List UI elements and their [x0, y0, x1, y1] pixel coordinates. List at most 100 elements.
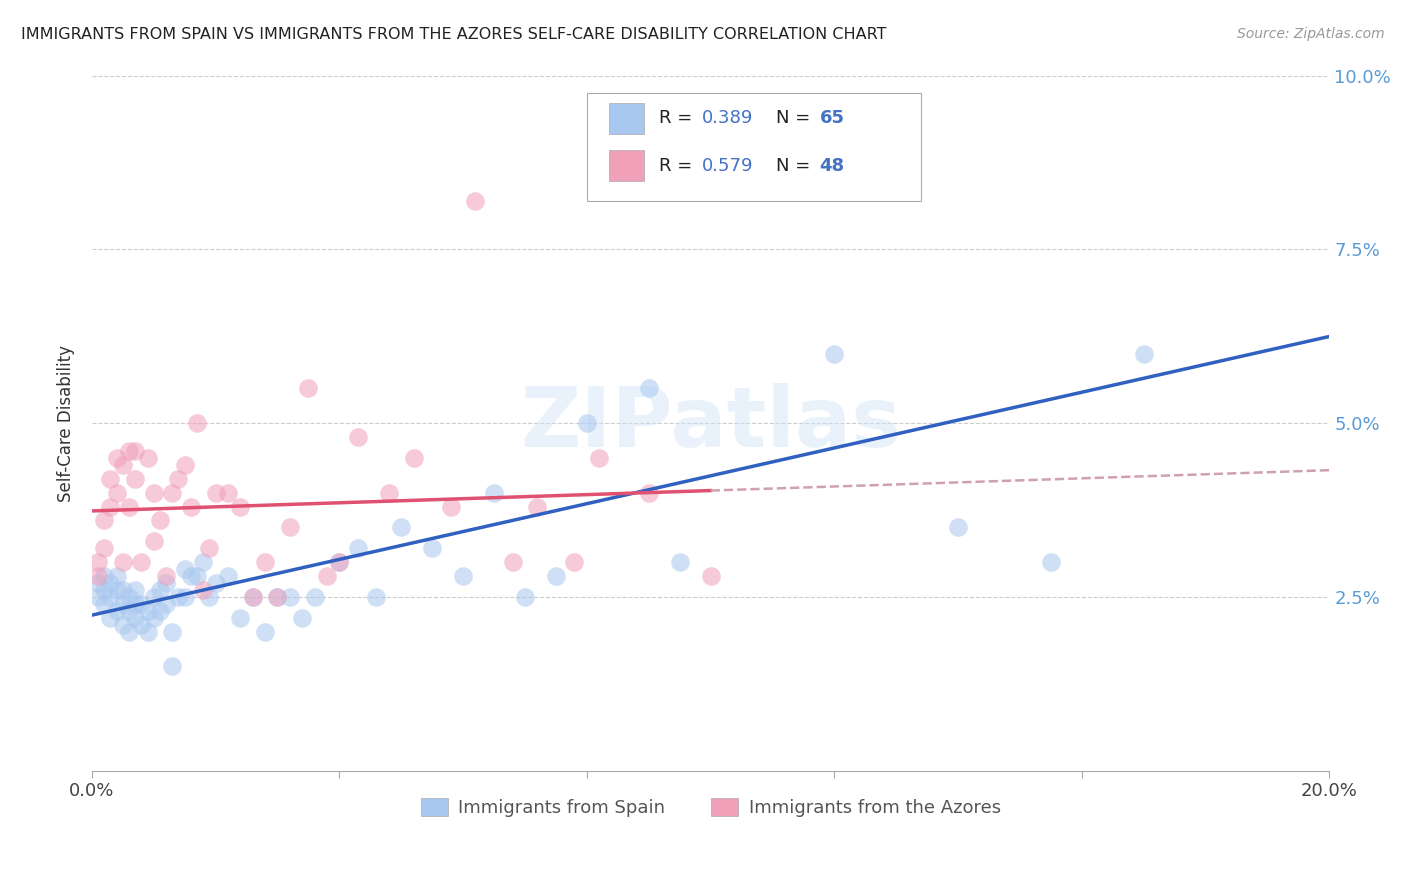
Point — [131, 555, 153, 569]
Point — [526, 500, 548, 514]
Point — [564, 555, 586, 569]
Point — [93, 582, 115, 597]
Text: IMMIGRANTS FROM SPAIN VS IMMIGRANTS FROM THE AZORES SELF-CARE DISABILITY CORRELA: IMMIGRANTS FROM SPAIN VS IMMIGRANTS FROM… — [21, 27, 887, 42]
FancyBboxPatch shape — [609, 150, 644, 181]
Point — [440, 500, 463, 514]
Text: ZIPatlas: ZIPatlas — [520, 383, 901, 464]
Point — [124, 444, 146, 458]
Point — [124, 597, 146, 611]
FancyBboxPatch shape — [586, 93, 921, 201]
Point — [637, 485, 659, 500]
Point — [266, 590, 288, 604]
Point — [162, 659, 184, 673]
Point — [204, 576, 226, 591]
Point — [180, 500, 202, 514]
Point — [328, 555, 350, 569]
Point — [136, 604, 159, 618]
Point — [105, 582, 128, 597]
Point — [217, 569, 239, 583]
Text: N =: N = — [776, 157, 817, 175]
Point — [142, 534, 165, 549]
Point — [347, 541, 370, 556]
Point — [142, 590, 165, 604]
Point — [105, 604, 128, 618]
Point — [111, 555, 134, 569]
Text: R =: R = — [658, 157, 697, 175]
Point — [173, 590, 195, 604]
Point — [297, 381, 319, 395]
Point — [464, 194, 486, 208]
Point — [142, 611, 165, 625]
Point — [162, 485, 184, 500]
Text: 0.389: 0.389 — [702, 110, 754, 128]
Point — [111, 597, 134, 611]
Point — [204, 485, 226, 500]
Text: Source: ZipAtlas.com: Source: ZipAtlas.com — [1237, 27, 1385, 41]
Point — [502, 555, 524, 569]
Point — [142, 485, 165, 500]
Point — [118, 604, 141, 618]
Y-axis label: Self-Care Disability: Self-Care Disability — [58, 344, 75, 501]
Point — [149, 582, 172, 597]
Point — [111, 582, 134, 597]
Text: 48: 48 — [820, 157, 845, 175]
Point — [266, 590, 288, 604]
Point — [105, 569, 128, 583]
Point — [87, 569, 110, 583]
Point — [347, 430, 370, 444]
Point — [699, 103, 721, 118]
Point — [186, 416, 208, 430]
Point — [167, 472, 190, 486]
Point — [149, 513, 172, 527]
Point — [291, 611, 314, 625]
Point — [155, 576, 177, 591]
Point — [93, 541, 115, 556]
Point — [254, 624, 277, 639]
Point — [420, 541, 443, 556]
Text: N =: N = — [776, 110, 817, 128]
Point — [93, 597, 115, 611]
Point — [124, 611, 146, 625]
Point — [544, 569, 567, 583]
Point — [124, 582, 146, 597]
Point — [946, 520, 969, 534]
Point — [575, 416, 598, 430]
Point — [180, 569, 202, 583]
Point — [304, 590, 326, 604]
Point — [217, 485, 239, 500]
Point — [242, 590, 264, 604]
Point — [131, 597, 153, 611]
FancyBboxPatch shape — [609, 103, 644, 134]
Point — [131, 617, 153, 632]
Point — [167, 590, 190, 604]
Legend: Immigrants from Spain, Immigrants from the Azores: Immigrants from Spain, Immigrants from t… — [413, 790, 1008, 824]
Point — [173, 458, 195, 472]
Point — [588, 450, 610, 465]
Point — [193, 582, 215, 597]
Text: 0.579: 0.579 — [702, 157, 754, 175]
Point — [111, 458, 134, 472]
Point — [198, 541, 221, 556]
Point — [366, 590, 388, 604]
Point — [229, 611, 252, 625]
Point — [186, 569, 208, 583]
Point — [100, 576, 122, 591]
Point — [482, 485, 505, 500]
Point — [823, 346, 845, 360]
Point — [105, 485, 128, 500]
Point — [328, 555, 350, 569]
Point — [149, 604, 172, 618]
Point — [193, 555, 215, 569]
Point — [1039, 555, 1062, 569]
Point — [87, 590, 110, 604]
Point — [93, 513, 115, 527]
Point — [1132, 346, 1154, 360]
Point — [118, 590, 141, 604]
Point — [105, 450, 128, 465]
Point — [389, 520, 412, 534]
Point — [173, 562, 195, 576]
Point — [229, 500, 252, 514]
Point — [111, 617, 134, 632]
Point — [378, 485, 401, 500]
Point — [254, 555, 277, 569]
